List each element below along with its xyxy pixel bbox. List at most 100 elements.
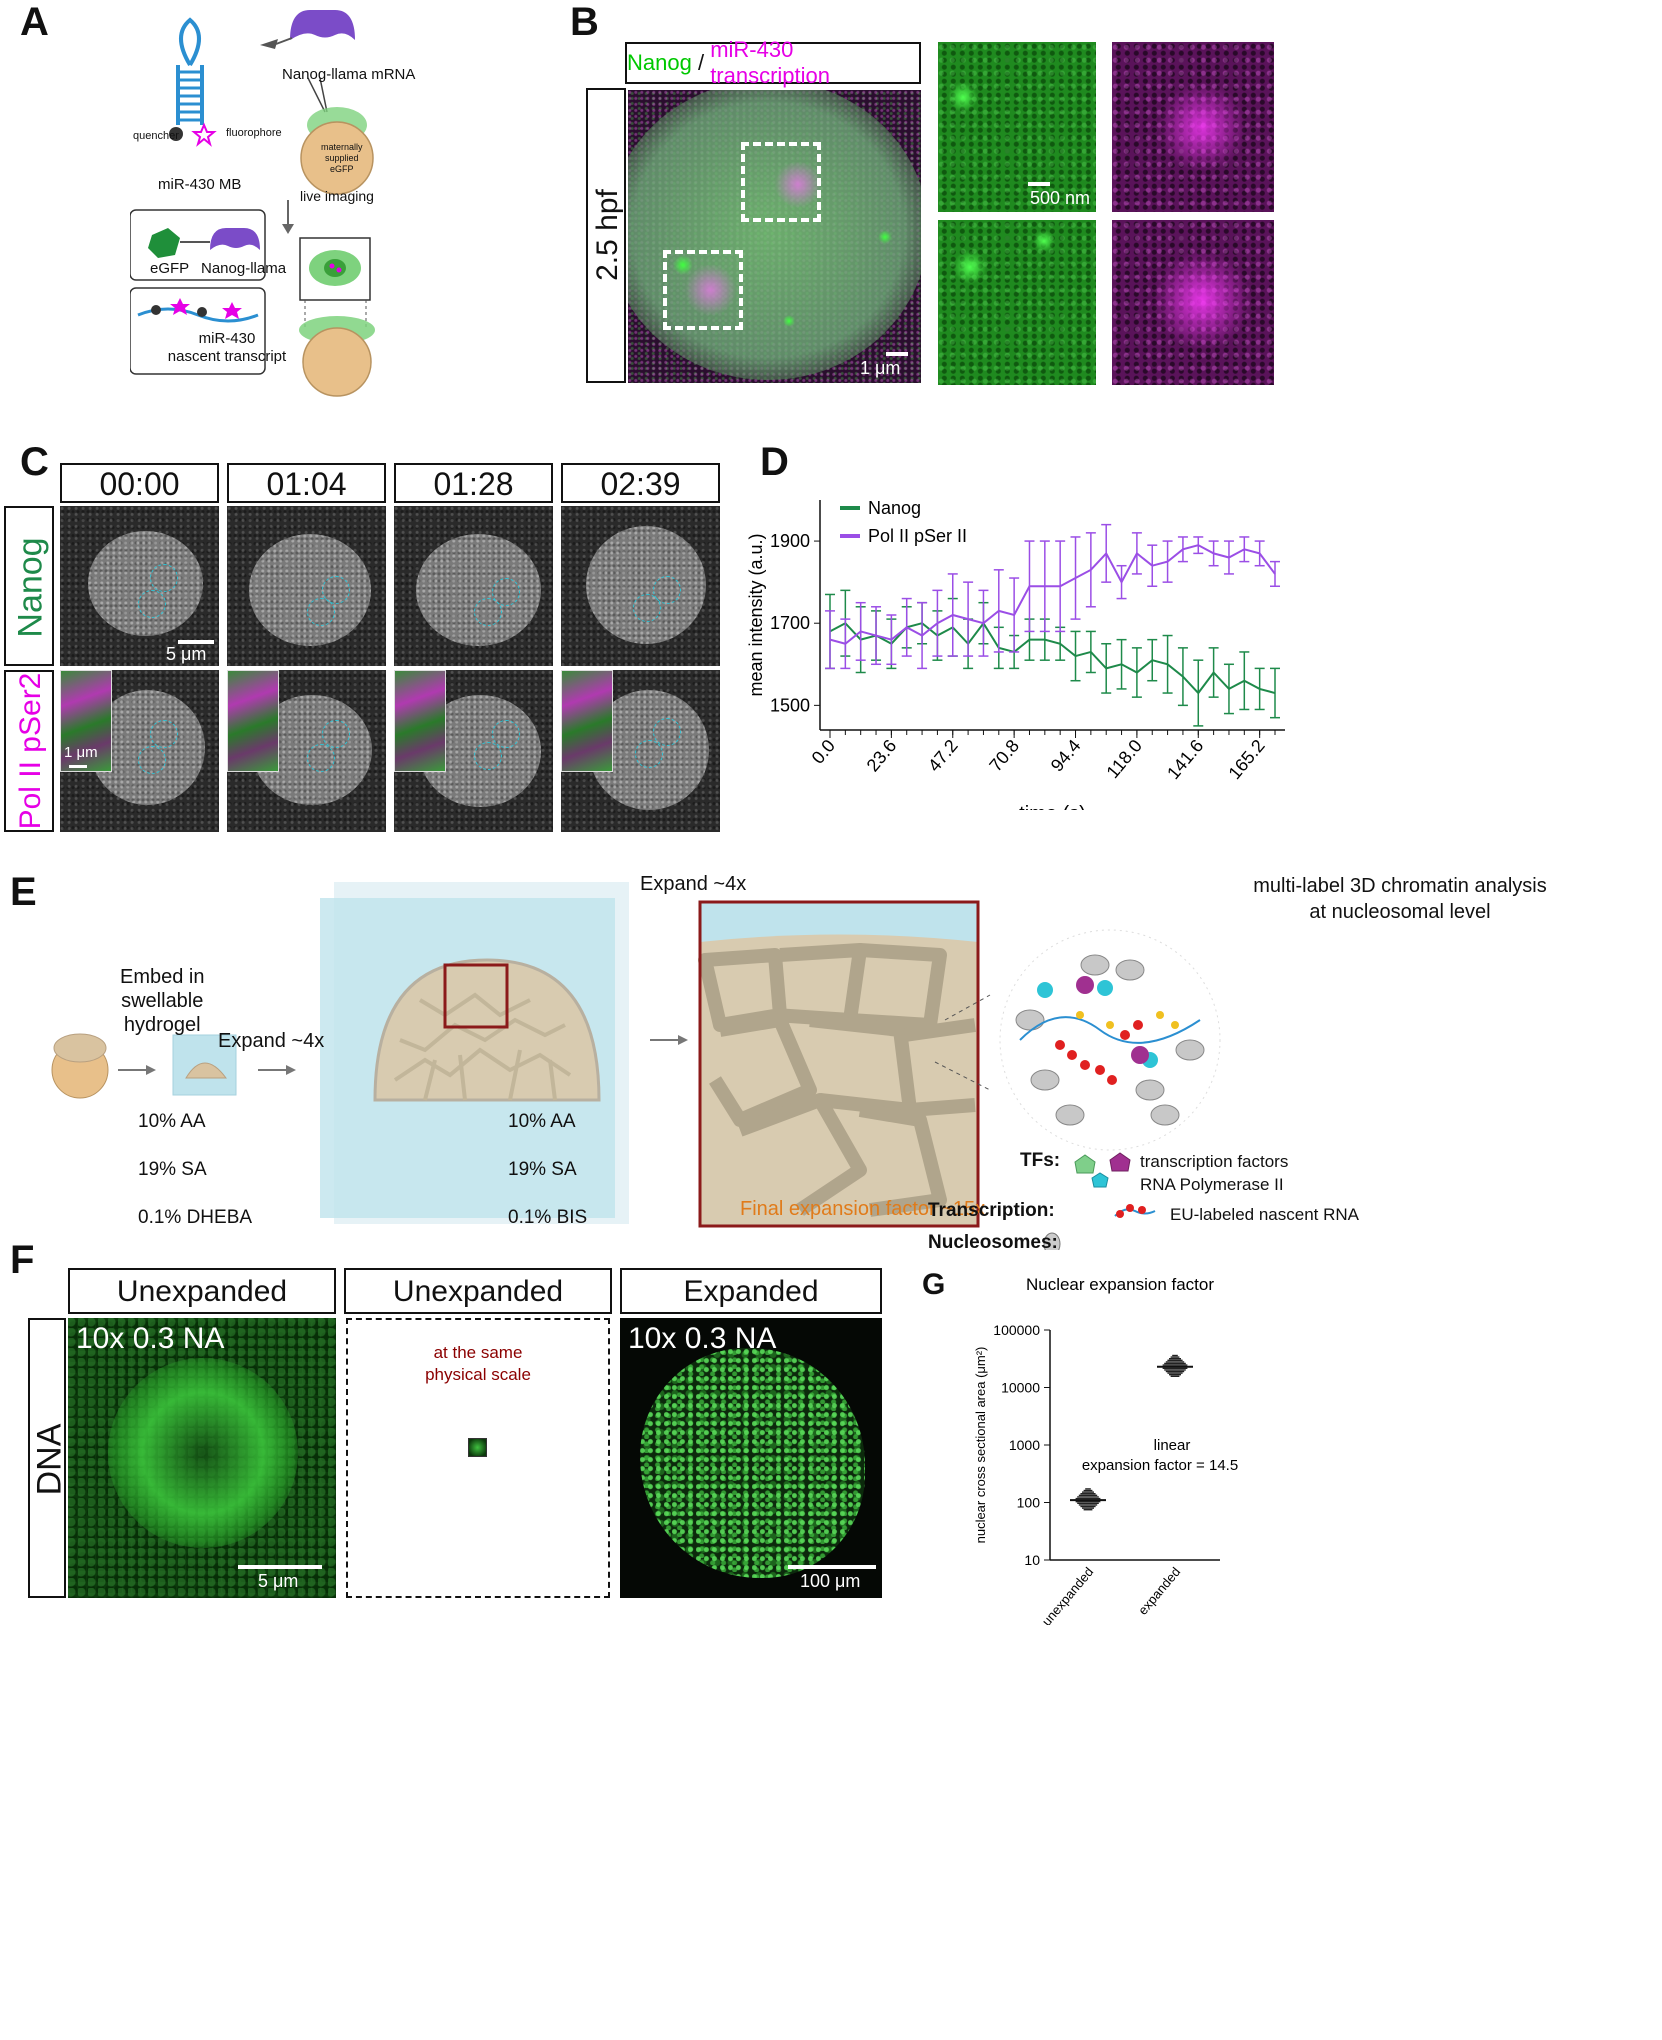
y-tick-label-g: 10000 (1001, 1380, 1040, 1396)
pol2-inset-0 (60, 670, 112, 772)
tf-label-1: transcription factors (1140, 1152, 1289, 1171)
x-tick-label-d: 70.8 (985, 736, 1023, 776)
f-scale-bar-3 (788, 1565, 876, 1569)
f-image-unexpanded: 10x 0.3 NA 5 μm (68, 1318, 336, 1598)
chem-list-2: 10% AA 19% SA 0.1% BIS (508, 1111, 588, 1228)
panel-e-schematic (51, 882, 1221, 1250)
quencher-label: quencher (133, 130, 179, 142)
maternal-label: maternally supplied eGFP (321, 142, 363, 174)
nanog-frame-3 (561, 506, 720, 666)
live-imaging-label: live imaging (300, 188, 374, 204)
nanog-frame-0: 5 μm (60, 506, 219, 666)
f-title-3: Expanded (620, 1268, 882, 1314)
quencher-icon (169, 127, 183, 141)
egfp-label: eGFP (150, 260, 190, 277)
x-axis-label-d: time (s) (1019, 803, 1086, 810)
scale-bar-c (178, 640, 214, 644)
nucleosomes-heading: Nucleosomes: (928, 1232, 1058, 1253)
panel-label-b: B (570, 0, 599, 44)
time-label-0: 00:00 (60, 463, 219, 503)
series-line-pol2 (829, 544, 1276, 645)
panel-label-f: F (10, 1238, 35, 1282)
x-tick-label-d: 118.0 (1103, 736, 1146, 782)
mb-label: miR-430 MB (158, 176, 242, 193)
egfp-icon (148, 228, 180, 258)
panel-label-d: D (760, 440, 789, 484)
panel-label-e: E (10, 870, 37, 914)
pol2-frame-3 (561, 670, 720, 832)
time-label-1: 01:04 (227, 463, 386, 503)
y-axis-label-d: mean intensity (a.u.) (746, 533, 766, 696)
nanog-frame-2 (394, 506, 553, 666)
title-nanog: Nanog (627, 50, 692, 75)
y-tick-label-d: 1700 (770, 613, 810, 633)
chart-g: Nuclear expansion factor 10 100 1000 10000 10… (973, 1275, 1238, 1625)
final-expansion-label: Final expansion factor ~15x (740, 1198, 986, 1220)
time-label-2: 01:28 (394, 463, 553, 503)
f-tiny-nucleus (468, 1438, 487, 1457)
stage-box: 2.5 hpf (586, 88, 626, 383)
y-tick-label-d: 1500 (770, 695, 810, 715)
inset-nanog-2 (938, 220, 1096, 385)
x-tick-label-d: 141.6 (1163, 736, 1207, 783)
pol2-inset-2 (394, 670, 446, 772)
x-tick-label-d: 165.2 (1224, 736, 1268, 783)
panel-b-title: Nanog / miR-430 transcription (625, 37, 921, 88)
row-label-pol2-box: Pol II pSer2 (4, 670, 54, 832)
chem-list-1: 10% AA 19% SA 0.1% DHEBA (138, 1111, 253, 1228)
nascent-label: miR-430 nascent transcript (167, 330, 287, 365)
scale-bar-b (886, 352, 908, 356)
annotation-g-2: expansion factor = 14.5 (1082, 1457, 1238, 1474)
scale-label-c: 5 μm (166, 644, 207, 664)
series-line-nanog (829, 621, 1276, 695)
x-tick-label-g: expanded (1135, 1564, 1183, 1617)
f-row-box: DNA (28, 1318, 69, 1598)
f-row-label: DNA (30, 1423, 69, 1496)
inset-mir-1 (1112, 42, 1274, 212)
fluorophore-icon (191, 122, 217, 147)
x-tick-label-d: 94.4 (1047, 736, 1085, 776)
pol2-frame-2 (394, 670, 553, 832)
nanog-frame-1 (227, 506, 386, 666)
f-objective-3: 10x 0.3 NA (628, 1322, 777, 1355)
scale-label-inset-c: 1 μm (64, 744, 98, 761)
chart-g-title: Nuclear expansion factor (1026, 1275, 1214, 1294)
tfs-heading: TFs: (1020, 1150, 1061, 1171)
annotation-g-1: linear (1154, 1437, 1191, 1454)
x-tick-label-g: unexpanded (1039, 1564, 1097, 1625)
y-tick-label-g: 100 (1017, 1495, 1041, 1511)
f-scale-label-3: 100 μm (800, 1571, 861, 1591)
title-sep: / (691, 50, 711, 75)
row-label-nanog: Nanog (11, 537, 50, 638)
scale-bar-inset-b (1028, 182, 1050, 186)
y-tick-label-g: 100000 (993, 1322, 1040, 1338)
pol2-frame-1 (227, 670, 386, 832)
main-image-b: 1 μm (628, 90, 921, 383)
nanog-llama-label: Nanog-llama (201, 260, 287, 277)
time-label-3: 02:39 (561, 463, 720, 503)
expand-label-1: Expand ~4x (218, 1030, 325, 1052)
row-label-nanog-box: Nanog (4, 506, 54, 666)
stage-label: 2.5 hpf (591, 189, 624, 281)
f-image-expanded: 10x 0.3 NA 100 μm (620, 1318, 882, 1598)
nanog-llama-icon (290, 10, 355, 40)
panel-label-a: A (20, 0, 49, 44)
x-tick-label-d: 23.6 (863, 736, 901, 776)
x-tick-label-d: 0.0 (808, 736, 839, 768)
roi-box-upper (741, 142, 821, 222)
f-objective-1: 10x 0.3 NA (76, 1322, 225, 1355)
f-title-2: Unexpanded (344, 1268, 612, 1314)
y-tick-label-g: 1000 (1009, 1437, 1040, 1453)
f-same-scale-box: at the same physical scale (346, 1318, 610, 1598)
transcription-heading: Transcription: (928, 1200, 1055, 1221)
panel-a-schematic (130, 10, 375, 397)
pol2-frame-0: 1 μm (60, 670, 219, 832)
f-scale-bar-1 (238, 1565, 322, 1569)
row-label-pol2: Pol II pSer2 (14, 672, 47, 830)
embed-label: Embed in swellable hydrogel (120, 966, 205, 1036)
pol2-inset-3 (561, 670, 613, 772)
tf-label-2: RNA Polymerase II (1140, 1175, 1284, 1194)
f-title-1: Unexpanded (68, 1268, 336, 1314)
x-tick-label-d: 47.2 (924, 736, 962, 776)
pol2-inset-1 (227, 670, 279, 772)
